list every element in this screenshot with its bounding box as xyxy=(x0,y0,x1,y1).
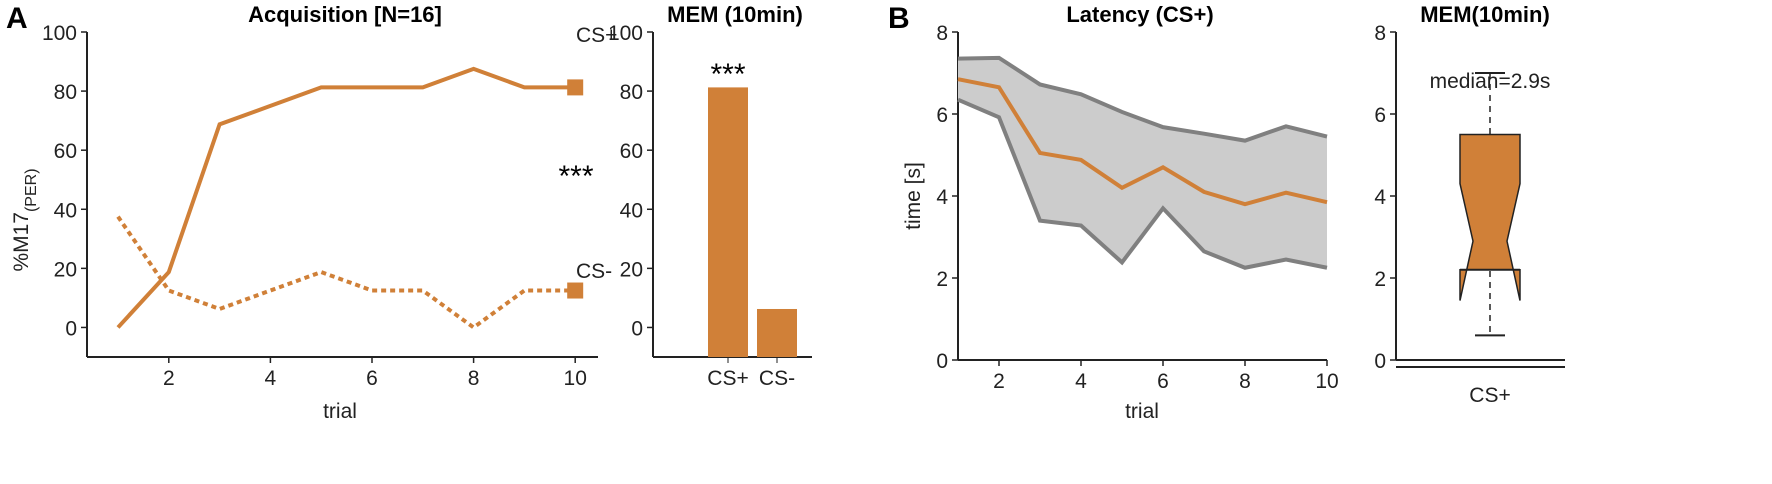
lat-xtick-label: 2 xyxy=(993,370,1005,393)
acq-xtick-label: 10 xyxy=(564,367,587,390)
acq-ytick-label: 40 xyxy=(54,199,77,222)
lat-xtick-label: 8 xyxy=(1239,370,1251,393)
mem-bar-CS+ xyxy=(708,87,748,357)
legend-cs-minus: CS- xyxy=(576,260,612,283)
acq-ytick-label: 0 xyxy=(65,317,77,340)
box-title: MEM(10min) xyxy=(1420,2,1550,27)
panel-letter-a: A xyxy=(6,2,28,35)
lat-ytick-label: 8 xyxy=(936,22,948,45)
acq-ytick-label: 20 xyxy=(54,258,77,281)
box-ytick-label: 0 xyxy=(1374,350,1386,373)
lat-line-mean xyxy=(957,77,1328,207)
acq-end-marker-CS- xyxy=(567,282,584,299)
mem-ytick-label: 100 xyxy=(608,22,643,45)
mem-ytick-label: 20 xyxy=(620,258,643,281)
latency-ylabel: time [s] xyxy=(902,162,925,230)
mem-significance: *** xyxy=(710,58,745,91)
mem-xtick-label: CS+ xyxy=(707,367,748,390)
box-ytick-label: 8 xyxy=(1374,22,1386,45)
box-ytick-label: 6 xyxy=(1374,104,1386,127)
box-ytick-label: 2 xyxy=(1374,268,1386,291)
acq-title: Acquisition [N=16] xyxy=(248,2,442,27)
lat-ytick-label: 4 xyxy=(936,186,948,209)
latency-xlabel: trial xyxy=(1125,400,1159,423)
acq-end-marker-CS+ xyxy=(567,79,584,96)
mem-xtick-label: CS- xyxy=(759,367,795,390)
mem-ytick-label: 60 xyxy=(620,140,643,163)
acq-xtick-label: 6 xyxy=(366,367,378,390)
lat-ytick-label: 0 xyxy=(936,350,948,373)
box-xtick-label: CS+ xyxy=(1469,384,1510,407)
lat-ytick-label: 6 xyxy=(936,104,948,127)
mem-ytick-label: 0 xyxy=(631,317,643,340)
acq-xlabel: trial xyxy=(323,400,357,423)
mem-ytick-label: 40 xyxy=(620,199,643,222)
lat-xtick-label: 4 xyxy=(1075,370,1087,393)
acq-significance: *** xyxy=(558,160,593,193)
lat-line-upper xyxy=(957,55,1328,143)
lat-line-lower xyxy=(957,97,1328,270)
acq-line-CS+ xyxy=(116,66,576,329)
median-annotation: median=2.9s xyxy=(1430,70,1551,93)
lat-xtick-label: 10 xyxy=(1315,370,1338,393)
lat-xtick-label: 6 xyxy=(1157,370,1169,393)
lat-band xyxy=(958,57,1327,268)
mem-ytick-label: 80 xyxy=(620,81,643,104)
mem-bar-title: MEM (10min) xyxy=(667,2,803,27)
acq-ylabel: %M17(PER) xyxy=(10,168,40,271)
acq-ytick-label: 100 xyxy=(42,22,77,45)
latency-title: Latency (CS+) xyxy=(1066,2,1213,27)
lat-ytick-label: 2 xyxy=(936,268,948,291)
acq-ytick-label: 60 xyxy=(54,140,77,163)
mem-bar-CS- xyxy=(757,308,797,357)
acq-ytick-label: 80 xyxy=(54,81,77,104)
acq-xtick-label: 4 xyxy=(265,367,277,390)
acq-xtick-label: 8 xyxy=(468,367,480,390)
panel-letter-b: B xyxy=(888,2,910,35)
legend-cs-plus: CS+ xyxy=(576,24,617,47)
acq-xtick-label: 2 xyxy=(163,367,175,390)
acq-line-CS- xyxy=(116,215,576,330)
box-ytick-label: 4 xyxy=(1374,186,1386,209)
